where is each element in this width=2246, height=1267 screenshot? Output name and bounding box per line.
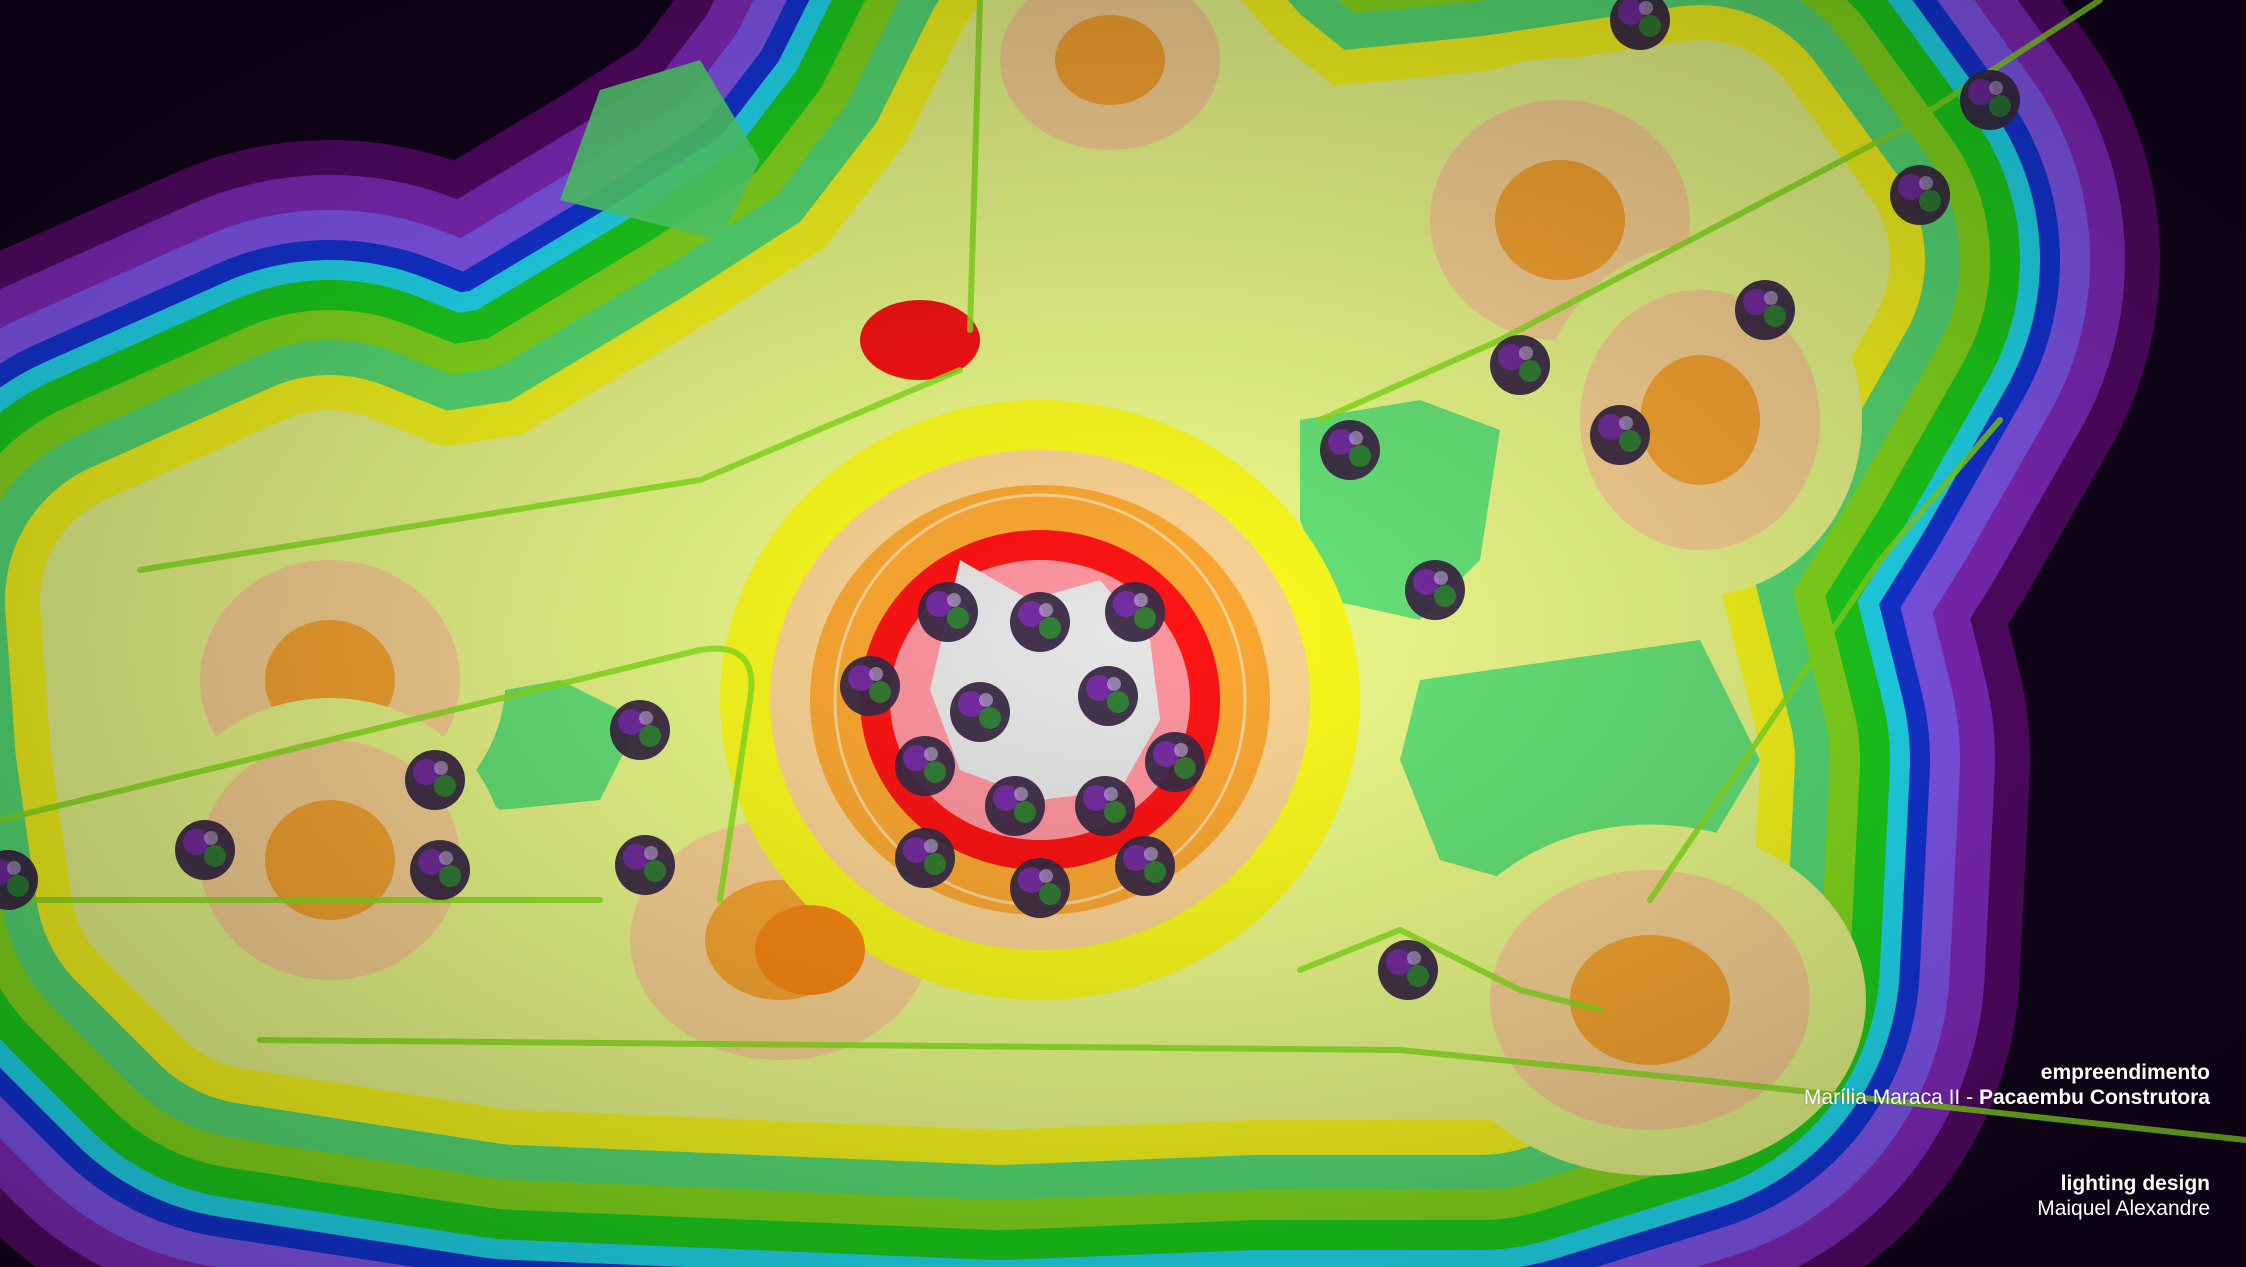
project-label: empreendimento bbox=[2040, 1061, 2210, 1084]
design-label: lighting design bbox=[2060, 1172, 2210, 1195]
design-credit: lighting design Maiquel Alexandre bbox=[2037, 1171, 2210, 1221]
project-name: Marília Maraca II bbox=[1803, 1086, 1961, 1109]
designer-name: Maiquel Alexandre bbox=[2037, 1197, 2210, 1220]
project-separator: - bbox=[1960, 1086, 1979, 1109]
project-line: Marília Maraca II - Pacaembu Construtora bbox=[1804, 1085, 2210, 1110]
project-credit: empreendimento Marília Maraca II - Pacae… bbox=[1804, 1060, 2210, 1110]
builder-name: Pacaembu Construtora bbox=[1978, 1086, 2210, 1109]
